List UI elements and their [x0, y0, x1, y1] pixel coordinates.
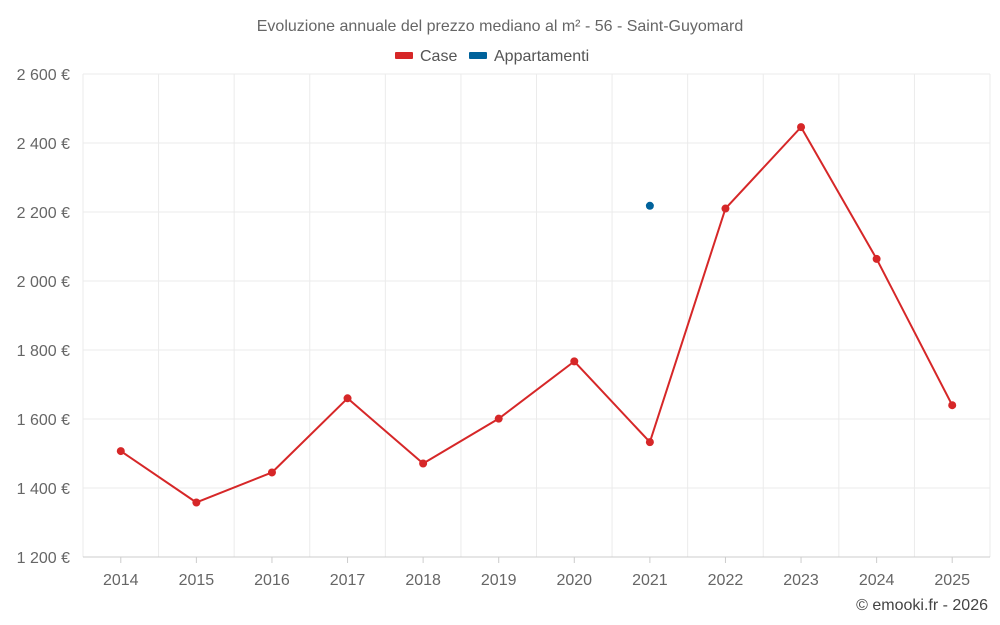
x-tick-label: 2023	[783, 572, 819, 589]
x-tick-label: 2021	[632, 572, 668, 589]
x-tick-label: 2020	[556, 572, 592, 589]
y-tick-label: 2 400 €	[17, 136, 70, 153]
data-point-case-2023[interactable]: Case 2023: 2446 €	[797, 123, 806, 132]
x-tick-label: 2025	[934, 572, 970, 589]
x-gridlines	[82, 74, 991, 557]
legend-label-appartamenti: Appartamenti	[494, 48, 589, 65]
data-point-case-2016[interactable]: Case 2016: 1445 €	[267, 468, 276, 477]
data-point-case-2017[interactable]: Case 2017: 1660 €	[343, 394, 352, 403]
y-tick-label: 2 000 €	[17, 274, 70, 291]
legend-swatch-case	[395, 52, 413, 59]
data-point-case-2025[interactable]: Case 2025: 1640 €	[948, 401, 957, 410]
legend-item-appartamenti[interactable]: Appartamenti	[469, 48, 589, 65]
x-tick-label: 2022	[708, 572, 744, 589]
series-lines	[120, 126, 954, 504]
legend-item-case[interactable]: Case	[395, 48, 457, 65]
y-axis: 1 200 € 1 400 € 1 600 € 1 800 € 2 000 € 2 200…	[17, 67, 70, 567]
data-point-case-2018[interactable]: Case 2018: 1471 €	[419, 459, 428, 468]
data-point-case-2019[interactable]: Case 2019: 1601 €	[494, 414, 503, 423]
legend-swatch-appartamenti	[469, 52, 487, 59]
x-axis: 2014 2015 2016 2017 2018 2019 2020 2021 2022 2023…	[83, 556, 990, 589]
x-tick-label: 2014	[103, 572, 139, 589]
data-point-case-2022[interactable]: Case 2022: 2210 €	[721, 204, 730, 213]
data-point-case-2024[interactable]: Case 2024: 2064 €	[872, 254, 881, 263]
y-tick-label: 1 600 €	[17, 412, 70, 429]
legend: Case Appartamenti	[395, 48, 589, 65]
data-point-case-2021[interactable]: Case 2021: 1533 €	[645, 438, 654, 447]
y-tick-label: 2 600 €	[17, 67, 70, 84]
x-tick-label: 2018	[405, 572, 441, 589]
legend-label-case: Case	[420, 48, 457, 65]
y-tick-label: 1 400 €	[17, 481, 70, 498]
data-point-appartamenti-2021[interactable]: Appartamenti 2021: 2218 €	[645, 201, 654, 210]
data-point-case-2015[interactable]: Case 2015: 1358 €	[192, 498, 201, 507]
x-tick-label: 2016	[254, 572, 290, 589]
x-tick-label: 2024	[859, 572, 895, 589]
series-line-case	[120, 126, 954, 504]
chart-title: Evoluzione annuale del prezzo mediano al…	[257, 18, 743, 35]
data-point-case-2020[interactable]: Case 2020: 1767 €	[570, 357, 579, 366]
x-tick-label: 2019	[481, 572, 517, 589]
y-tick-label: 2 200 €	[17, 205, 70, 222]
y-tick-label: 1 800 €	[17, 343, 70, 360]
credit-text: © emooki.fr - 2026	[856, 597, 988, 614]
x-tick-label: 2015	[179, 572, 215, 589]
y-tick-label: 1 200 €	[17, 550, 70, 567]
series-points: Case 2014: 1507 € Case 2015: 1358 € Case 2…	[116, 123, 957, 507]
data-point-case-2014[interactable]: Case 2014: 1507 €	[116, 447, 125, 456]
x-tick-label: 2017	[330, 572, 366, 589]
